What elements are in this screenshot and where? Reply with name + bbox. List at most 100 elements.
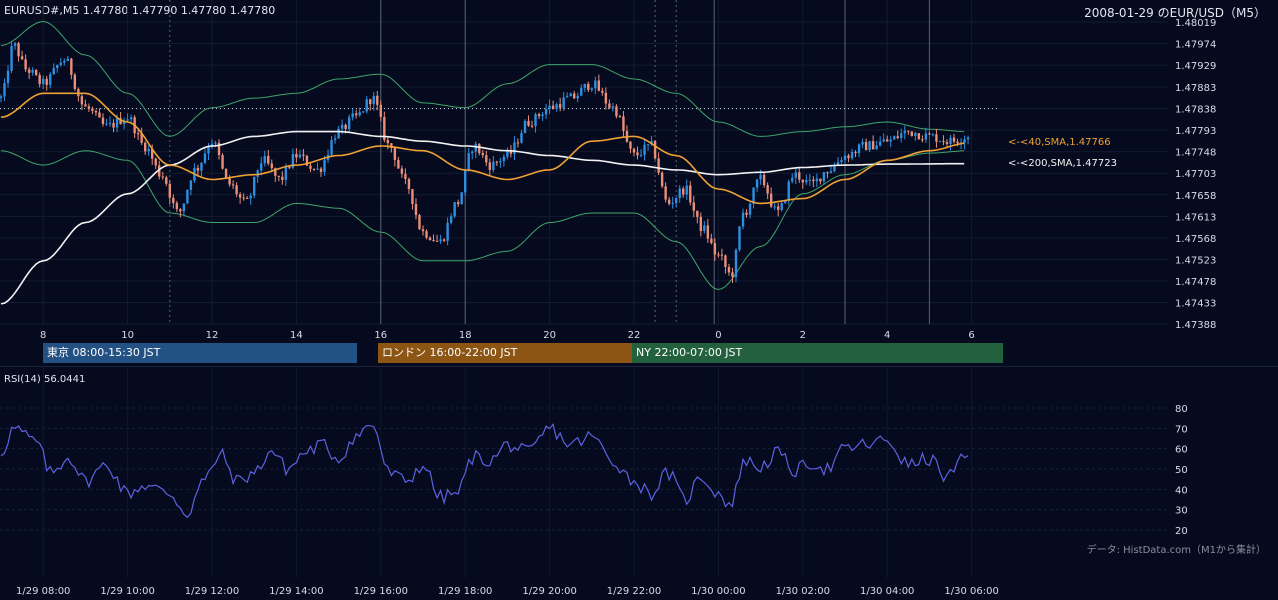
candle-body bbox=[769, 193, 773, 207]
time-tick-label: 1/29 08:00 bbox=[16, 586, 70, 597]
candle-body bbox=[154, 158, 157, 166]
candle-body bbox=[565, 96, 569, 98]
candle-body bbox=[717, 254, 720, 256]
candle-body bbox=[748, 203, 752, 215]
candle-body bbox=[214, 142, 217, 144]
rsi-tick-label: 40 bbox=[1175, 485, 1188, 496]
candle-body bbox=[87, 106, 91, 109]
candle-body bbox=[189, 180, 193, 190]
price-tick-label: 1.47793 bbox=[1175, 126, 1216, 137]
candle-body bbox=[685, 185, 688, 195]
candle-body bbox=[583, 83, 586, 88]
candle-body bbox=[407, 178, 411, 190]
candle-body bbox=[485, 155, 488, 163]
candle-body bbox=[365, 99, 368, 112]
candle-body bbox=[302, 154, 305, 156]
candle-body bbox=[418, 215, 421, 230]
candle-body bbox=[935, 134, 938, 142]
candle-body bbox=[414, 204, 418, 216]
candle-body bbox=[773, 206, 776, 208]
candle-body bbox=[281, 176, 284, 180]
candle-body bbox=[112, 123, 115, 128]
hour-tick-label: 22 bbox=[628, 330, 641, 341]
rsi-tick-label: 30 bbox=[1175, 506, 1188, 517]
candle-body bbox=[337, 128, 340, 139]
candle-body bbox=[330, 140, 333, 155]
candle-body bbox=[537, 114, 541, 117]
candle-body bbox=[653, 141, 657, 159]
candle-body bbox=[604, 92, 608, 104]
candle-body bbox=[27, 69, 31, 73]
price-chart[interactable]: 1.48019 1.47974 1.47929 1.47883 1.47838 1.477… bbox=[0, 0, 1278, 342]
candle-body bbox=[868, 141, 871, 151]
hour-tick-label: 2 bbox=[800, 330, 806, 341]
candle-body bbox=[847, 155, 850, 159]
candle-body bbox=[808, 179, 812, 181]
candle-body bbox=[122, 120, 126, 125]
candle-body bbox=[713, 243, 717, 255]
candle-body bbox=[270, 163, 273, 169]
candle-body bbox=[699, 216, 703, 232]
candle-body bbox=[516, 142, 520, 144]
candle-body bbox=[344, 124, 347, 129]
rsi-chart[interactable]: 80 70 60 50 40 30 20 bbox=[0, 368, 1278, 578]
time-tick-label: 1/30 06:00 bbox=[944, 586, 998, 597]
time-tick-label: 1/29 22:00 bbox=[607, 586, 661, 597]
candle-body bbox=[369, 99, 372, 105]
candle-body bbox=[558, 104, 562, 108]
candle-body bbox=[351, 113, 354, 118]
candle-body bbox=[319, 168, 323, 172]
candle-body bbox=[31, 70, 34, 73]
candle-body bbox=[541, 114, 544, 117]
candle-body bbox=[333, 138, 337, 141]
candle-body bbox=[784, 200, 787, 203]
candle-body bbox=[274, 168, 277, 176]
candle-body bbox=[495, 161, 499, 163]
candle-body bbox=[738, 226, 741, 250]
candle-body bbox=[386, 139, 390, 144]
candle-body bbox=[161, 176, 164, 178]
candle-body bbox=[903, 130, 906, 134]
price-tick-label: 1.47568 bbox=[1175, 234, 1216, 245]
candle-body bbox=[73, 74, 77, 89]
candle-body bbox=[432, 240, 435, 242]
candle-body bbox=[776, 206, 780, 210]
candle-body bbox=[639, 154, 643, 156]
session-london: ロンドン 16:00-22:00 JST bbox=[378, 343, 632, 363]
candle-body bbox=[207, 147, 210, 154]
candle-body bbox=[379, 104, 382, 117]
candle-body bbox=[404, 173, 407, 179]
rsi-tick-label: 20 bbox=[1175, 526, 1188, 537]
candle-body bbox=[38, 74, 41, 85]
candle-body bbox=[175, 202, 179, 210]
candle-body bbox=[513, 142, 516, 154]
candle-body bbox=[882, 139, 885, 142]
candle-body bbox=[179, 209, 182, 212]
candle-body bbox=[456, 202, 460, 205]
candle-body bbox=[129, 117, 133, 120]
candle-body bbox=[492, 161, 495, 170]
candle-body bbox=[228, 178, 231, 185]
candle-body bbox=[949, 137, 952, 144]
candle-body bbox=[931, 134, 935, 136]
price-tick-label: 1.47748 bbox=[1175, 148, 1216, 159]
candle-body bbox=[798, 172, 801, 180]
data-source-note: データ: HistData.com（M1から集計） bbox=[1086, 545, 1266, 556]
candle-body bbox=[938, 141, 942, 143]
candle-body bbox=[488, 162, 492, 170]
candle-body bbox=[650, 141, 653, 145]
candle-body bbox=[242, 197, 245, 199]
candle-body bbox=[829, 171, 833, 173]
price-tick-label: 1.47478 bbox=[1175, 277, 1216, 288]
candle-body bbox=[126, 119, 129, 121]
candle-body bbox=[428, 237, 432, 241]
candle-body bbox=[249, 195, 252, 199]
candle-body bbox=[499, 161, 502, 163]
candle-body bbox=[576, 95, 579, 99]
candle-body bbox=[675, 198, 678, 203]
time-tick-label: 1/29 18:00 bbox=[438, 586, 492, 597]
candle-body bbox=[822, 172, 826, 182]
candle-body bbox=[372, 95, 375, 105]
candle-body bbox=[393, 147, 397, 160]
candle-body bbox=[703, 225, 706, 232]
